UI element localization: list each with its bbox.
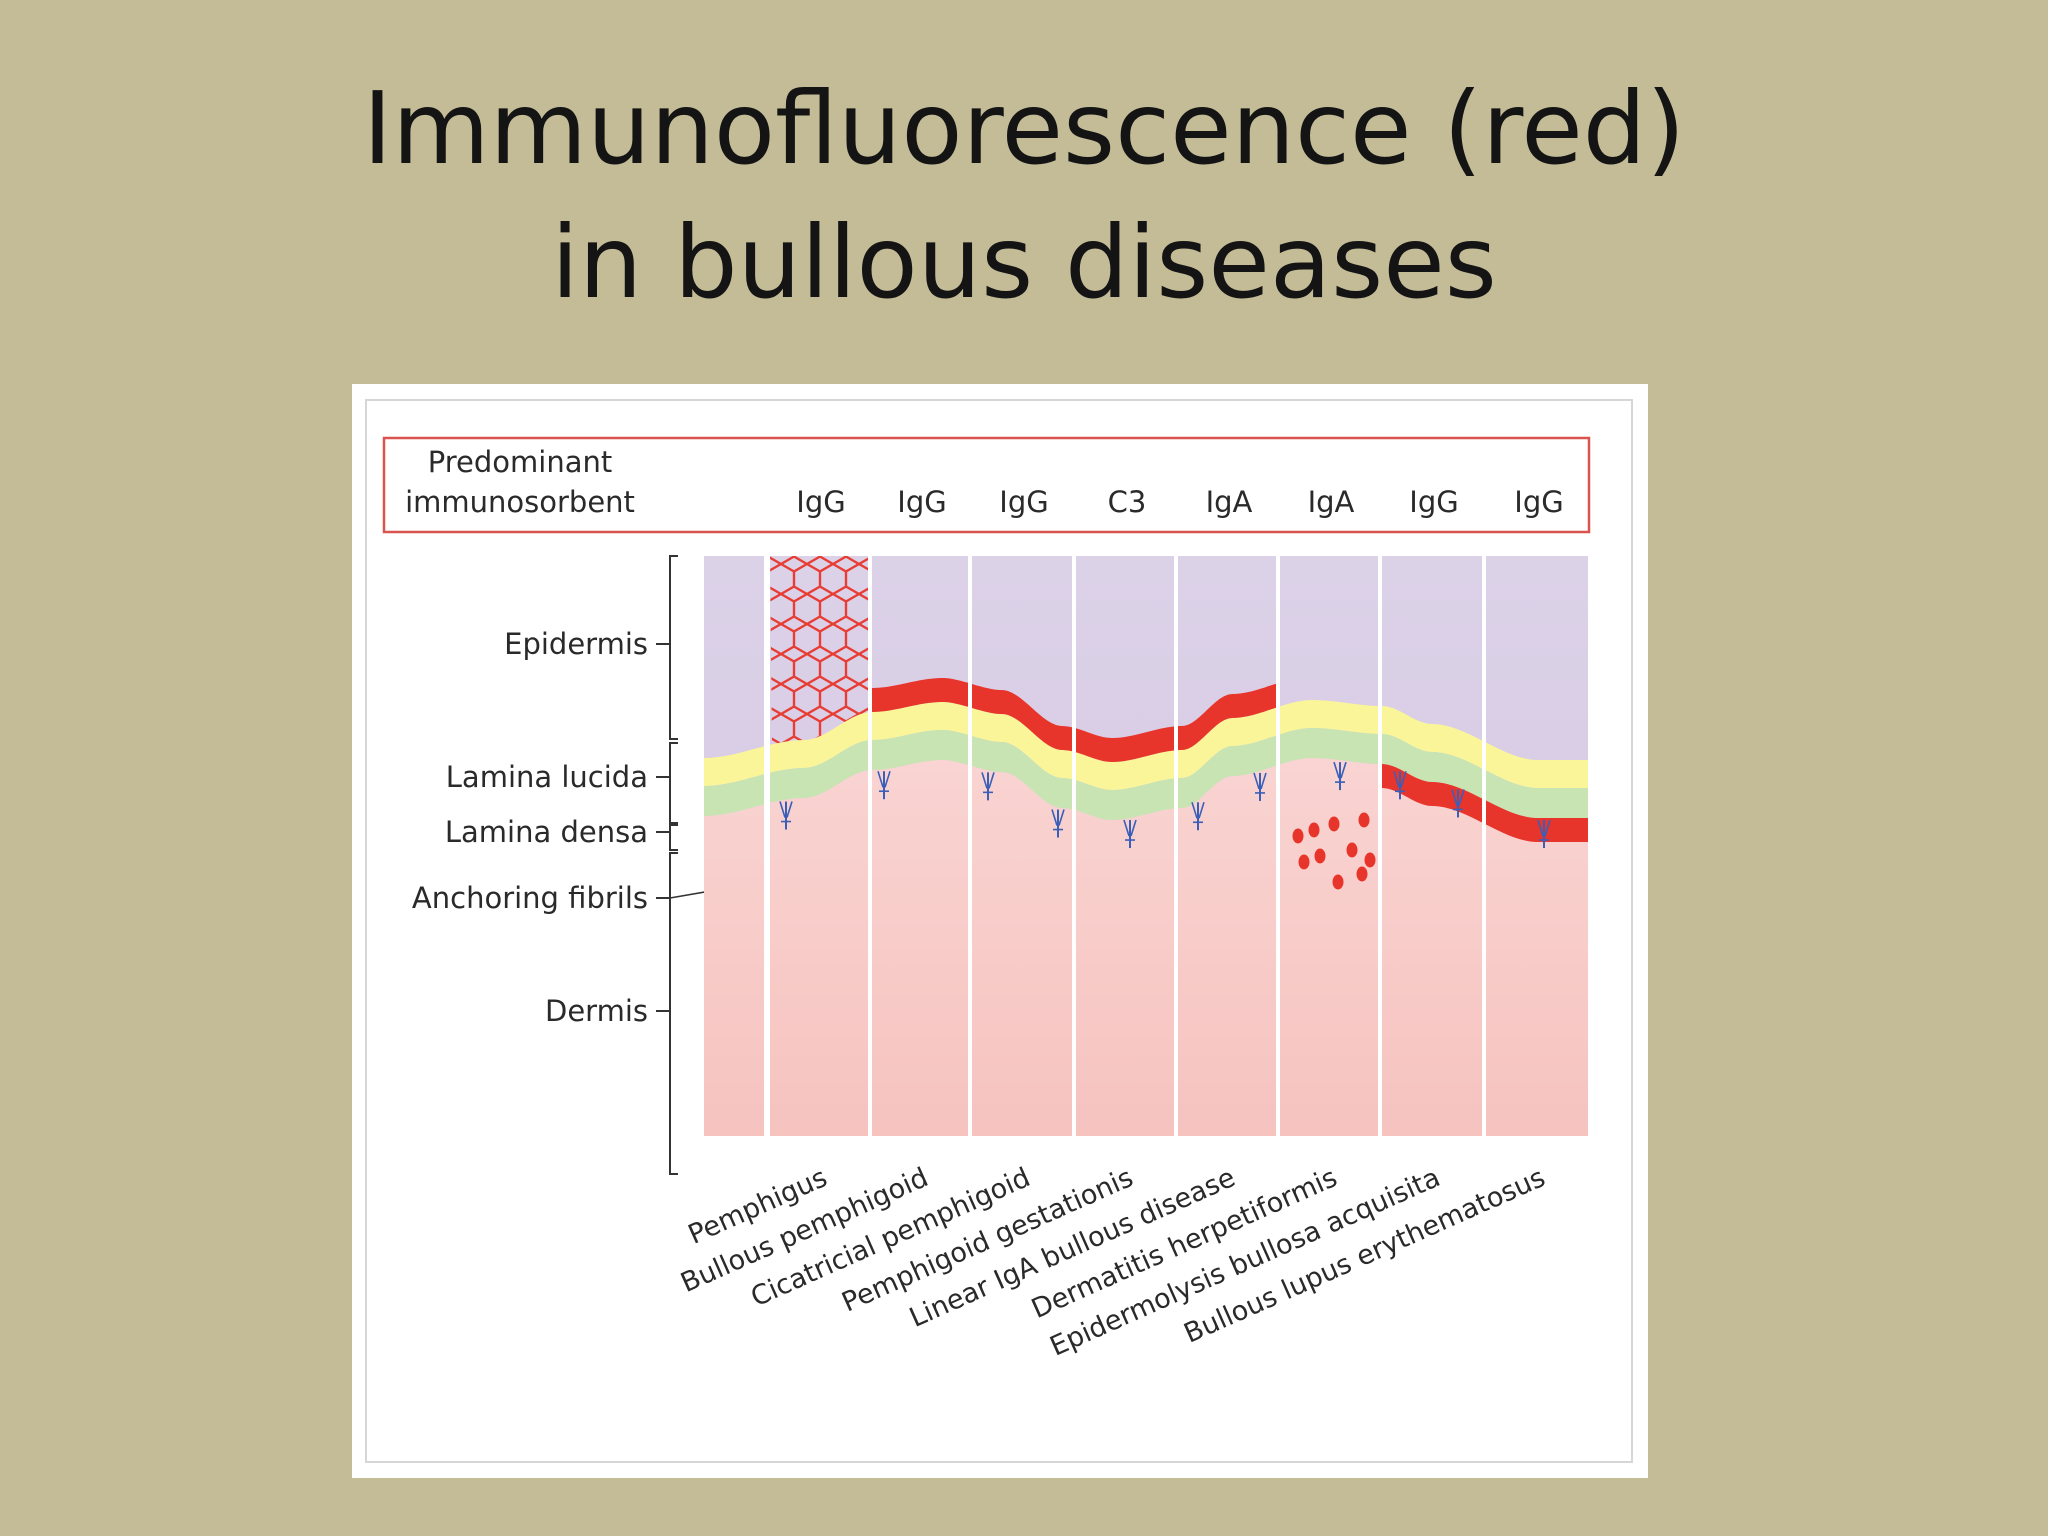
layer-label-lamina-densa: Lamina densa bbox=[445, 815, 648, 849]
immunosorbent-value-2: IgG bbox=[897, 485, 946, 519]
anchoring-fibrils bbox=[779, 761, 1551, 849]
deposit-cicatricial-pemphigoid bbox=[972, 684, 1072, 752]
layer-label-dermis: Dermis bbox=[545, 994, 648, 1028]
slide-title: Immunofluorescence (red) in bullous dise… bbox=[0, 62, 2048, 330]
immunosorbent-value-7: IgG bbox=[1409, 485, 1458, 519]
anchoring-fibril-icon bbox=[981, 772, 995, 801]
anchoring-fibril-icon bbox=[1253, 772, 1267, 801]
immunosorbent-value-8: IgG bbox=[1514, 485, 1563, 519]
deposit-pemphigoid-gestationis bbox=[1076, 726, 1174, 762]
lamina-densa-bracket bbox=[669, 824, 678, 851]
immunosorbent-value-4: C3 bbox=[1108, 485, 1147, 519]
lamina-lucida-bracket bbox=[669, 742, 678, 824]
deposit-dermatitis-herpetiformis bbox=[1292, 812, 1376, 890]
dermis-bracket bbox=[669, 852, 678, 1175]
anchoring-fibril-icon bbox=[877, 770, 891, 800]
header-label-line-1: Predominant bbox=[428, 445, 612, 479]
immunofluorescence-diagram: Predominant immunosorbent IgG IgG IgG C3 IgA… bbox=[352, 384, 1648, 1478]
header-immunosorbent-values: IgG IgG IgG C3 IgA IgA IgG IgG bbox=[796, 485, 1563, 519]
immunosorbent-value-6: IgA bbox=[1308, 485, 1355, 519]
deposit-bullous-lupus-erythematosus bbox=[1486, 800, 1588, 842]
anchoring-fibril-icon bbox=[1051, 809, 1065, 838]
slide-title-line-2: in bullous diseases bbox=[551, 204, 1497, 321]
lamina-lucida-layer bbox=[704, 700, 1588, 790]
diagram-canvas: Predominant immunosorbent IgG IgG IgG C3 IgA… bbox=[365, 399, 1633, 1463]
anchoring-fibril-icon bbox=[1191, 802, 1205, 831]
layer-label-lamina-lucida: Lamina lucida bbox=[446, 760, 648, 794]
epidermis-bracket bbox=[669, 555, 678, 740]
layer-labels: Epidermis Lamina lucida Lamina densa Anc… bbox=[412, 555, 787, 1175]
dermis-layer bbox=[704, 758, 1588, 1136]
immunosorbent-value-5: IgA bbox=[1206, 485, 1253, 519]
anchoring-fibril-icon bbox=[1393, 771, 1407, 800]
deposit-linear-iga-bullous-disease bbox=[1178, 683, 1276, 751]
anchoring-fibril-icon bbox=[1333, 761, 1347, 791]
slide-title-line-1: Immunofluorescence (red) bbox=[362, 70, 1686, 187]
deposit-pemphigus bbox=[770, 556, 868, 745]
lamina-densa-layer bbox=[704, 728, 1588, 820]
figure-frame bbox=[365, 399, 1633, 1463]
header-box bbox=[382, 436, 1591, 534]
layer-label-epidermis: Epidermis bbox=[504, 627, 648, 661]
tissue-columns bbox=[704, 554, 1588, 1138]
anchoring-fibril-icon bbox=[779, 801, 793, 830]
deposit-bullous-pemphigoid bbox=[872, 678, 968, 712]
anchoring-fibril-icon bbox=[1537, 819, 1551, 848]
column-separators bbox=[764, 554, 1486, 1138]
anchoring-fibril-icon bbox=[1451, 789, 1465, 818]
immunosorbent-value-1: IgG bbox=[796, 485, 845, 519]
immunosorbent-value-3: IgG bbox=[999, 485, 1048, 519]
anchoring-fibril-icon bbox=[1123, 819, 1137, 849]
header-label-line-2: immunosorbent bbox=[405, 485, 635, 519]
layer-label-anchoring-fibrils: Anchoring fibrils bbox=[412, 881, 648, 915]
